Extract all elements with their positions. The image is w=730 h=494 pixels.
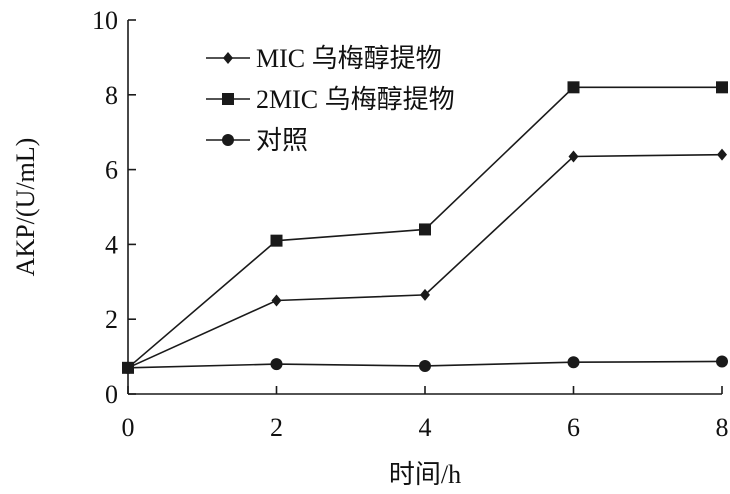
x-tick-label: 2 <box>270 413 283 442</box>
y-tick-label: 10 <box>92 6 118 35</box>
y-tick-label: 6 <box>105 156 118 185</box>
data-point <box>270 358 283 371</box>
data-point <box>122 361 134 374</box>
data-point <box>716 355 728 368</box>
legend-item: 2MIC 乌梅醇提物 <box>206 85 455 114</box>
data-point <box>717 148 727 161</box>
y-tick-label: 4 <box>105 230 118 259</box>
data-point <box>567 356 580 369</box>
y-tick-label: 8 <box>105 81 118 110</box>
data-point <box>716 81 728 94</box>
axes <box>127 20 722 395</box>
legend-marker <box>222 93 234 105</box>
x-axis-title: 时间/h <box>389 460 461 489</box>
legend-label: MIC 乌梅醇提物 <box>256 44 442 73</box>
legend-marker <box>222 134 234 146</box>
x-tick-label: 4 <box>419 413 432 442</box>
legend-item: MIC 乌梅醇提物 <box>206 44 442 73</box>
legend-label: 2MIC 乌梅醇提物 <box>256 85 455 114</box>
legend-item: 对照 <box>206 126 308 155</box>
y-tick-label: 2 <box>105 305 118 334</box>
series-line <box>127 153 723 369</box>
series-layer <box>122 81 728 374</box>
series-circle <box>122 355 728 374</box>
y-tick-label: 0 <box>105 380 118 409</box>
legend-label: 对照 <box>256 126 308 155</box>
x-tick-label: 6 <box>567 413 580 442</box>
data-point <box>271 294 282 307</box>
data-point <box>568 150 579 163</box>
y-axis-title: AKP/(U/mL) <box>11 138 40 277</box>
data-point <box>420 288 430 301</box>
legend-marker <box>223 52 233 64</box>
data-point <box>270 234 283 247</box>
series-diamond <box>123 148 727 374</box>
x-tick-label: 0 <box>122 413 135 442</box>
x-tick-label: 8 <box>716 413 729 442</box>
data-point <box>567 81 580 94</box>
ticks: 0 2 4 6 8 10 0 2 4 6 8 <box>92 6 729 442</box>
data-point <box>419 359 431 372</box>
data-point <box>419 223 431 236</box>
